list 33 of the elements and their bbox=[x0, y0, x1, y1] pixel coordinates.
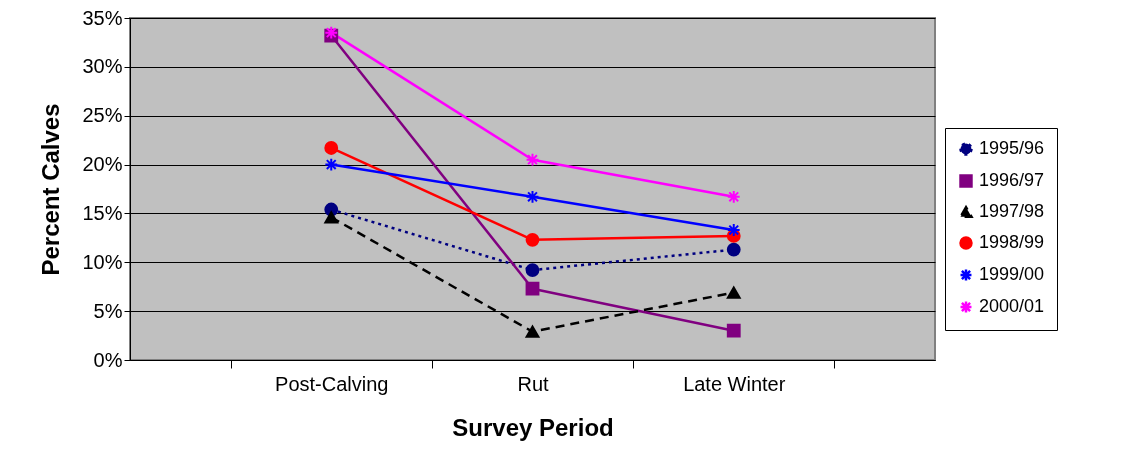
point bbox=[525, 325, 540, 338]
legend-label: 1995/96 bbox=[979, 138, 1045, 158]
y-tick-label: 25% bbox=[82, 104, 123, 127]
point bbox=[726, 189, 741, 204]
x-tick-label: Rut bbox=[517, 372, 549, 395]
legend-label: 1997/98 bbox=[979, 201, 1045, 221]
point bbox=[726, 223, 741, 237]
point bbox=[726, 286, 741, 299]
point bbox=[525, 263, 540, 278]
point bbox=[726, 242, 741, 257]
legend-label: 1996/97 bbox=[979, 170, 1045, 190]
y-tick-label: 20% bbox=[82, 153, 123, 176]
y-tick-label: 15% bbox=[82, 201, 123, 224]
y-tick-label: 35% bbox=[82, 6, 123, 29]
y-axis-title: Percent Calves bbox=[37, 103, 65, 276]
point bbox=[525, 152, 540, 167]
point bbox=[525, 281, 540, 296]
x-tick-label: Late Winter bbox=[683, 372, 786, 395]
x-axis-title: Survey Period bbox=[452, 413, 614, 441]
legend-label: 1999/00 bbox=[979, 264, 1045, 284]
legend-label: 2000/01 bbox=[979, 296, 1045, 316]
legend-label: 1998/99 bbox=[979, 232, 1045, 252]
y-tick-label: 0% bbox=[93, 348, 123, 371]
x-tick-label: Post-Calving bbox=[275, 372, 389, 395]
point bbox=[525, 189, 540, 204]
point bbox=[324, 157, 339, 172]
point bbox=[324, 211, 339, 224]
y-tick-label: 5% bbox=[93, 299, 123, 322]
y-tick-label: 10% bbox=[82, 250, 123, 273]
point bbox=[525, 232, 540, 247]
point bbox=[726, 323, 741, 338]
point bbox=[324, 141, 339, 155]
y-tick-label: 30% bbox=[82, 55, 123, 78]
